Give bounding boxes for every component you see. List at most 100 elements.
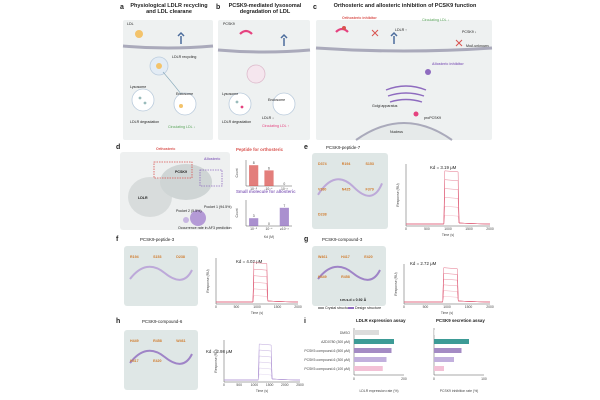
spr-xlabel: Time (s) — [441, 311, 453, 315]
d-structure-drawing — [128, 161, 223, 226]
residue-label: H449 — [130, 339, 139, 343]
spr-tick: 0 — [405, 227, 407, 231]
d-tick-label: ≥10⁻³ — [280, 227, 289, 231]
spr-curve — [404, 296, 491, 303]
spr-ylabel: Response (RU) — [396, 183, 400, 206]
panel-h-letter: h — [116, 318, 121, 325]
d-occurrence-label: Occurrence rate in AF3 prediction — [178, 226, 232, 230]
f-kd: Kd = 4.02 μM — [236, 259, 263, 264]
i-bar — [434, 348, 462, 353]
spr-curve — [406, 197, 491, 225]
residue-label: R194 — [342, 162, 351, 166]
d-bar-value: 8 — [253, 161, 255, 165]
d-ylabel: Count — [235, 208, 239, 217]
d-orthosteric-label: Orthosteric — [156, 147, 176, 151]
e-residues: D374 R194 S153 V380 N425 F379 D238 — [317, 162, 383, 217]
d-ldlr-label: LDLR — [138, 196, 148, 200]
spr-tick: 500 — [424, 227, 430, 231]
spr-curve — [216, 262, 299, 303]
g-legend-crystal: Crystal structure — [318, 306, 351, 310]
panel-e-letter: e — [304, 144, 308, 151]
i-tick: 0 — [433, 377, 435, 381]
h-kd: Kd = 2.98 μM — [206, 349, 233, 354]
ligand-trace — [129, 265, 193, 281]
panel-c-diagram — [315, 26, 493, 141]
spr-tick: 1500 — [274, 305, 282, 309]
d-bar-value: 0 — [283, 182, 285, 186]
c-circulating-label: Circulating LDL ↓ — [422, 18, 450, 22]
d-bar-value: 6 — [268, 166, 270, 170]
spr-xlabel: Time (s) — [442, 233, 454, 237]
i-tick: 100 — [481, 377, 487, 381]
panel-b-bg — [218, 20, 310, 140]
d-tick-label: 10⁻³ — [281, 187, 289, 191]
spr-curve — [216, 295, 299, 303]
i-ldlr-title: LDLR expression assay — [356, 318, 406, 323]
residue-label: F379 — [366, 187, 374, 191]
d-bar — [249, 218, 259, 226]
spr-curve — [406, 170, 491, 225]
i-bar — [354, 357, 387, 362]
spr-tick: 2500 — [296, 383, 304, 387]
d-bar — [249, 165, 259, 186]
g-kd: Kd = 2.72 μM — [410, 261, 437, 266]
spr-tick: 500 — [234, 305, 240, 309]
panel-f-letter: f — [116, 236, 119, 243]
residue-label: S153 — [366, 162, 374, 166]
residue-label: R458 — [341, 275, 350, 279]
d-peptide-title: Peptide for orthosteric — [236, 147, 284, 152]
i-row-label: PCSK9-compound-6 (500 μM) — [304, 349, 350, 353]
residue-label: W461 — [318, 255, 327, 259]
d-small-title: Small molecule for allosteric — [236, 189, 296, 194]
g-title: PCSK9-compound-3 — [322, 237, 363, 242]
i-bar — [434, 357, 454, 362]
i-bar — [354, 348, 392, 353]
panel-c-letter: c — [313, 4, 317, 11]
f-residues: R194 S153 D238 — [129, 255, 193, 281]
panel-b-letter: b — [216, 4, 221, 11]
a-circulating-label: Circulating LDL ↓ — [168, 125, 196, 129]
residue-label: R194 — [130, 255, 139, 259]
i-bar — [354, 366, 383, 371]
spr-curve — [224, 349, 301, 381]
g-residues: W461 H417 E420 H449 R458 — [317, 255, 381, 281]
i-ldlr-xlabel: LDLR expression rate (%) — [359, 389, 398, 393]
spr-tick: 2000 — [486, 227, 494, 231]
residue-label: V380 — [318, 187, 326, 191]
e-kd: Kd = 3.19 μM — [430, 165, 457, 170]
spr-tick: 1500 — [266, 383, 274, 387]
d-pocket1-label: Pocket 1 (94.5%) — [204, 205, 232, 209]
spr-xlabel: Time (s) — [251, 311, 263, 315]
d-bar — [264, 170, 274, 186]
residue-label: H417 — [130, 359, 139, 363]
f-structure — [124, 246, 198, 306]
spr-curve — [406, 179, 491, 225]
i-bar — [354, 330, 379, 335]
spr-tick: 2000 — [486, 305, 494, 309]
spr-tick: 1000 — [251, 383, 259, 387]
spr-tick: 1500 — [465, 305, 473, 309]
i-pcsk9-title: PCSK9 secretion assay — [436, 318, 485, 323]
d-allosteric-label: Allosteric — [204, 157, 221, 161]
g-spr-chart: 0 500 1000 1500 2000 Time (s) Response (RU) — [394, 264, 494, 315]
i-row-label: AZD0780 (300 μM) — [321, 340, 350, 344]
d-bar-value: 7 — [283, 204, 285, 208]
spr-ylabel: Response (RU) — [214, 349, 218, 372]
d-bar-value: 3 — [253, 214, 255, 218]
panel-i-letter: i — [304, 318, 306, 325]
d-bar — [279, 207, 289, 226]
spr-curve — [404, 284, 491, 303]
spr-tick: 1000 — [443, 305, 451, 309]
spr-tick: 1000 — [444, 227, 452, 231]
i-pcsk9-xlabel: PCSK9 inhibition rate (%) — [440, 389, 478, 393]
i-row-label: DMSO — [340, 331, 351, 335]
panel-c-bg — [316, 20, 492, 140]
i-row-label: PCSK9-compound-6 (300 μM) — [304, 358, 350, 362]
i-tick: 0 — [353, 377, 355, 381]
i-tick: 200 — [401, 377, 407, 381]
spr-ylabel: Response (RU) — [206, 269, 210, 292]
d-tick-label: 10⁻⁴ — [265, 227, 273, 231]
c-propcsk9-label: proPCSK9 — [424, 116, 441, 120]
